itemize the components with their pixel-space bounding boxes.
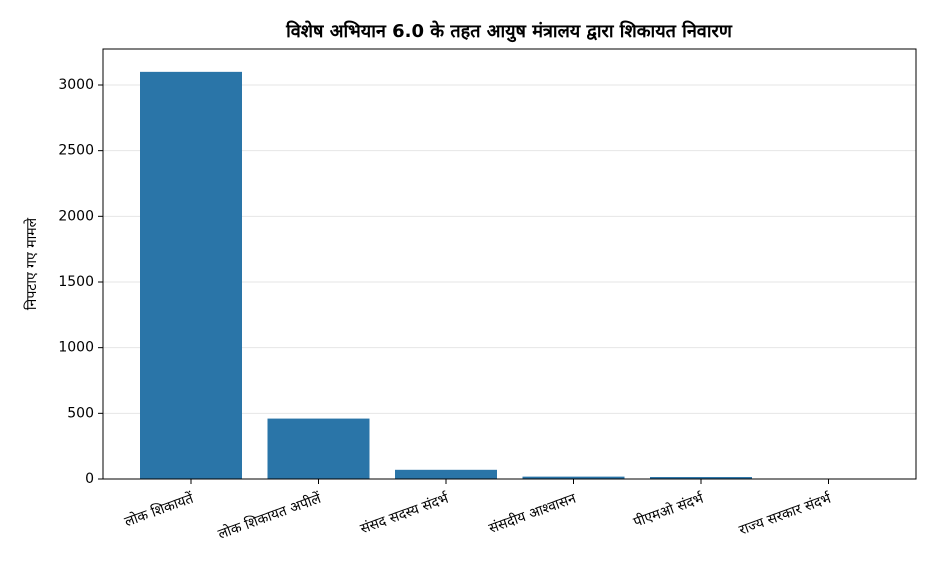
bar: [650, 477, 752, 479]
y-tick-label: 2000: [58, 208, 94, 224]
y-tick-label: 3000: [58, 77, 94, 93]
x-tick-label: पीएमओ संदर्भ: [631, 489, 707, 530]
y-tick-label: 2500: [58, 143, 94, 159]
bar: [522, 476, 625, 479]
y-tick-label: 0: [85, 471, 94, 487]
x-tick-label: लोक शिकायत अपीलें: [216, 490, 324, 543]
bar: [395, 469, 497, 479]
x-tick-label: संसदीय आश्वासन: [486, 490, 578, 537]
x-tick-label: राज्य सरकार संदर्भ: [737, 489, 835, 538]
x-tick-label: लोक शिकायतें: [122, 489, 196, 530]
y-axis-label: निपटाए गए मामले: [23, 217, 40, 310]
x-tick-label: संसद सदस्य संदर्भ: [358, 489, 452, 537]
y-tick-label: 500: [67, 405, 94, 421]
bar: [267, 418, 370, 479]
bar: [140, 71, 242, 479]
y-tick-label: 1000: [58, 340, 94, 356]
plot-frame: [102, 48, 917, 480]
y-tick-label: 1500: [58, 274, 94, 290]
chart-title: विशेष अभियान 6.0 के तहत आयुष मंत्रालय द्…: [285, 20, 733, 43]
